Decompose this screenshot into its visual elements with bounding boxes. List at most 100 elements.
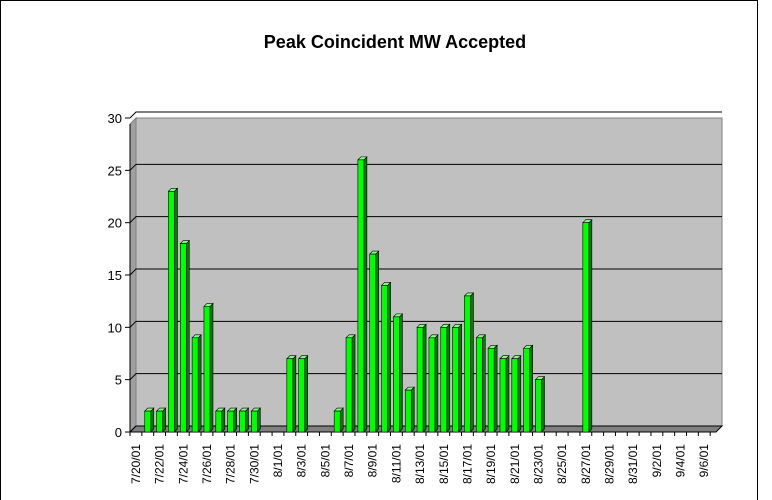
x-tick-label: 8/1/01: [271, 444, 285, 478]
bar: [239, 410, 246, 433]
bar: [475, 337, 483, 433]
bar: [203, 306, 211, 433]
bar-side: [481, 334, 486, 433]
bar: [381, 285, 388, 433]
bar: [393, 316, 400, 433]
bar-side: [505, 355, 510, 433]
x-tick-label: 7/30/01: [247, 444, 261, 484]
chart-title: Peak Coincident MW Accepted: [264, 32, 526, 52]
grid-line: [129, 268, 722, 276]
bar: [345, 337, 353, 433]
bar: [428, 337, 436, 433]
bar-side: [304, 355, 308, 433]
grid-line: [129, 111, 722, 119]
bar: [168, 190, 175, 433]
bar: [487, 347, 495, 433]
bar-side: [399, 313, 403, 433]
x-tick-label: 8/17/01: [460, 444, 474, 484]
x-tick-label: 9/2/01: [650, 444, 664, 478]
bar: [298, 358, 305, 433]
bar-side: [410, 386, 415, 433]
bar: [416, 327, 424, 433]
bar: [286, 358, 294, 433]
bar: [191, 337, 199, 433]
bar: [156, 410, 163, 433]
bar: [144, 410, 152, 433]
x-tick-label: 8/19/01: [484, 444, 498, 484]
x-tick-label: 8/29/01: [603, 444, 617, 484]
x-tick-label: 8/7/01: [342, 444, 356, 478]
bar: [535, 379, 542, 433]
x-tick-label: 7/24/01: [176, 444, 190, 484]
bar-side: [375, 250, 380, 433]
bar-side: [351, 334, 356, 433]
x-tick-label: 8/25/01: [555, 444, 569, 484]
y-tick-label: 20: [108, 216, 122, 231]
x-tick-label: 8/9/01: [366, 444, 380, 478]
bar-side: [458, 323, 462, 433]
bar-side: [434, 334, 439, 433]
bar-side: [446, 323, 451, 433]
x-tick-label: 7/26/01: [200, 444, 214, 484]
bar-side: [150, 407, 155, 433]
bar-side: [517, 355, 522, 433]
bar: [464, 295, 471, 433]
grid-line: [129, 163, 722, 171]
bar: [404, 389, 412, 433]
x-tick-label: 7/20/01: [129, 444, 143, 484]
bar: [440, 327, 448, 433]
bar-side: [470, 292, 474, 433]
x-tick-label: 8/5/01: [318, 444, 332, 478]
x-tick-label: 8/31/01: [626, 444, 640, 484]
bar-side: [197, 334, 202, 433]
y-tick-label: 5: [115, 373, 122, 388]
bar: [251, 410, 258, 433]
x-tick-label: 7/22/01: [153, 444, 167, 484]
bar: [179, 243, 187, 433]
grid-line: [129, 320, 722, 328]
x-tick-label: 7/28/01: [224, 444, 238, 484]
bar-side: [292, 355, 297, 433]
bar: [499, 358, 507, 433]
bar: [511, 358, 519, 433]
bar-side: [529, 344, 533, 433]
x-tick-label: 8/3/01: [295, 444, 309, 478]
bar: [215, 410, 223, 433]
y-tick-label: 25: [108, 163, 122, 178]
bar-side: [174, 187, 178, 433]
bar: [333, 410, 341, 433]
x-tick-label: 8/21/01: [508, 444, 522, 484]
bar-side: [162, 407, 166, 433]
bar: [452, 327, 459, 433]
x-tick-label: 9/4/01: [674, 444, 688, 478]
y-tick-label: 10: [108, 320, 122, 335]
y-tick-label: 0: [115, 425, 122, 440]
bar-side: [339, 407, 344, 433]
bar-side: [221, 407, 226, 433]
bar-side: [541, 375, 545, 433]
bar: [227, 410, 234, 433]
bar-side: [185, 239, 190, 433]
bar-side: [588, 218, 593, 433]
x-tick-label: 8/13/01: [413, 444, 427, 484]
bar: [523, 347, 530, 433]
x-tick-label: 8/23/01: [531, 444, 545, 484]
bar-side: [257, 407, 261, 433]
bar-side: [245, 407, 249, 433]
x-tick-label: 8/27/01: [579, 444, 593, 484]
bar-side: [493, 344, 498, 433]
bar-side: [422, 323, 427, 433]
x-tick-label: 8/15/01: [437, 444, 451, 484]
y-tick-label: 15: [108, 268, 122, 283]
bar-side: [209, 302, 214, 433]
bar-side: [363, 156, 368, 433]
grid-line: [129, 216, 722, 224]
bar: [357, 159, 365, 433]
y-tick-label: 30: [108, 111, 122, 126]
x-tick-label: 8/11/01: [389, 444, 403, 483]
bar: [369, 253, 377, 433]
x-tick-label: 9/6/01: [697, 444, 711, 478]
bar-side: [233, 407, 237, 433]
bar: [582, 222, 590, 433]
